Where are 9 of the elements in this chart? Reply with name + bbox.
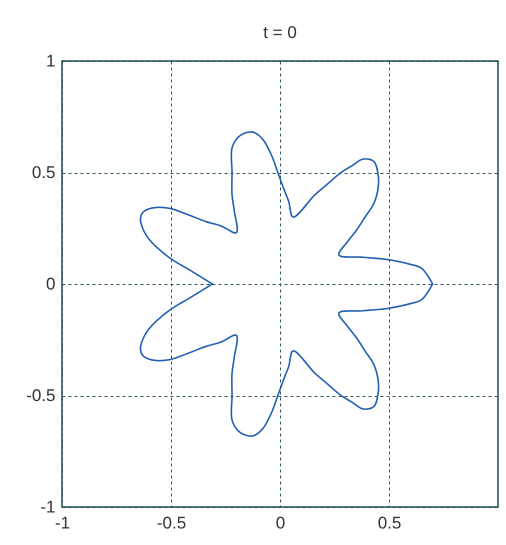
y-tick-label: 1 [46, 52, 56, 70]
x-tick-label: -0.5 [156, 514, 186, 532]
x-tick-label: 0.5 [378, 514, 402, 532]
y-tick-label: -1 [40, 498, 56, 516]
y-tick-label: 0 [46, 274, 56, 294]
x-tick-label: 0 [276, 514, 286, 532]
chart-title: t = 0 [263, 23, 297, 42]
y-tick-label: -0.5 [26, 386, 56, 405]
y-tick-label: 0.5 [32, 163, 56, 182]
